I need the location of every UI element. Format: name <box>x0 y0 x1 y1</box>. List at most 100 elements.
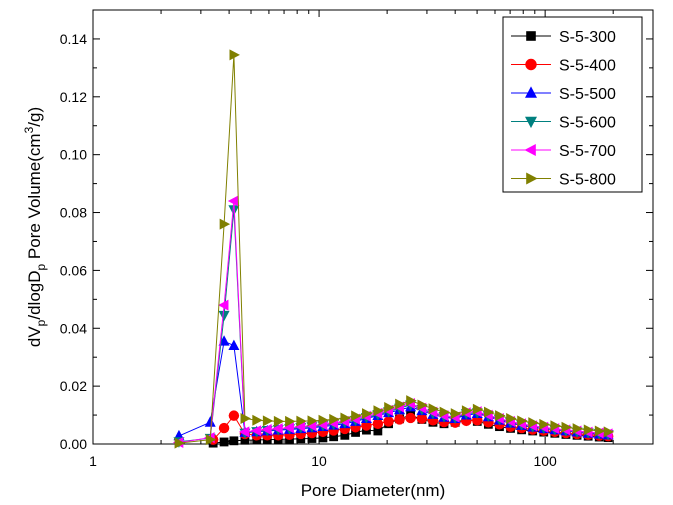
y-tick-label: 0.02 <box>60 378 87 394</box>
data-point <box>229 436 239 446</box>
data-point <box>539 418 550 430</box>
legend-frame <box>502 16 643 193</box>
data-point <box>273 415 285 427</box>
data-point <box>594 425 606 437</box>
data-point <box>238 426 250 438</box>
data-point <box>372 418 384 429</box>
y-title-part: dV <box>25 326 44 347</box>
data-point <box>373 405 384 417</box>
data-point <box>550 420 561 432</box>
data-point <box>219 218 231 230</box>
data-point <box>227 195 239 207</box>
data-point <box>506 413 517 425</box>
y-tick-label: 0.10 <box>60 147 87 163</box>
legend-marker <box>526 172 538 185</box>
y-tick-label: 0.06 <box>60 262 87 278</box>
data-point <box>219 437 229 447</box>
data-point <box>472 403 484 415</box>
data-point <box>296 415 307 427</box>
y-tick-label: 0.08 <box>60 205 87 221</box>
data-point <box>205 434 217 446</box>
legend-marker <box>525 86 537 98</box>
data-point <box>450 408 462 420</box>
data-point <box>218 299 229 311</box>
data-point <box>583 424 595 436</box>
data-point <box>384 402 395 414</box>
data-point <box>362 408 373 420</box>
data-point <box>395 398 406 410</box>
series-S-5-800 <box>174 49 615 449</box>
data-point <box>272 423 283 435</box>
legend-label: S-5-300 <box>559 29 616 46</box>
data-point <box>307 434 317 443</box>
data-point <box>517 415 528 427</box>
y-title-part: 3 <box>22 126 36 133</box>
data-point <box>218 310 230 322</box>
data-point <box>329 413 340 425</box>
y-tick-label: 0.14 <box>60 31 87 47</box>
y-title-part: /g) <box>25 107 44 127</box>
y-title-part: p <box>34 319 48 326</box>
data-point <box>603 426 615 438</box>
data-point <box>394 414 405 425</box>
legend-marker <box>525 58 537 71</box>
data-point <box>340 412 351 424</box>
data-point <box>428 403 440 415</box>
series-layer <box>172 49 615 449</box>
x-tick-label: 1 <box>89 453 97 469</box>
legend-label: S-5-600 <box>559 115 616 132</box>
data-point <box>307 415 318 427</box>
data-point <box>262 415 274 427</box>
data-point <box>283 422 294 434</box>
y-tick-label: 0.04 <box>60 320 87 336</box>
data-point <box>351 410 362 422</box>
legend-label: S-5-400 <box>559 58 616 75</box>
data-point <box>204 416 216 427</box>
data-point <box>329 432 339 442</box>
data-point <box>461 405 473 417</box>
data-point <box>373 426 383 436</box>
data-point <box>285 415 296 427</box>
x-tick-label: 100 <box>533 453 557 469</box>
plot-frame <box>92 9 654 445</box>
data-point <box>383 416 394 427</box>
data-point <box>228 339 240 351</box>
data-point <box>228 410 240 421</box>
legend-marker <box>526 31 536 41</box>
y-title-part: /dlogD <box>25 270 44 319</box>
data-point <box>483 406 495 418</box>
x-tick-label: 10 <box>311 453 327 469</box>
data-point <box>318 414 329 426</box>
legend-label: S-5-800 <box>559 172 616 189</box>
data-point <box>252 414 263 426</box>
legend-label: S-5-500 <box>559 86 616 103</box>
data-point <box>561 421 572 433</box>
data-point <box>318 433 328 443</box>
legend-label: S-5-700 <box>559 143 616 160</box>
data-point <box>439 406 451 418</box>
data-point <box>495 410 506 422</box>
data-point <box>340 430 350 440</box>
y-axis-title: dVp/dlogDp Pore Volume(cm3/g) <box>22 107 48 347</box>
legend-marker <box>524 144 536 156</box>
legend-marker <box>525 116 537 129</box>
x-axis-title: Pore Diameter(nm) <box>301 481 446 500</box>
data-point <box>417 399 428 411</box>
data-point <box>229 49 240 61</box>
legend: S-5-300 S-5-400 S-5-500 S-5-600 S-5-700 S-5-8… <box>502 16 643 193</box>
y-title-part: p <box>34 263 48 270</box>
data-point <box>218 422 230 434</box>
data-point <box>250 425 262 437</box>
data-point <box>294 421 306 433</box>
data-point <box>416 413 428 424</box>
data-point <box>405 412 416 424</box>
data-point <box>528 417 539 429</box>
data-point <box>406 395 417 407</box>
y-tick-label: 0.12 <box>60 89 87 105</box>
y-title-part: Pore Volume(cm <box>25 133 44 263</box>
data-point <box>572 423 584 435</box>
data-point <box>240 413 251 425</box>
y-tick-label: 0.00 <box>60 436 87 452</box>
y-axis-ticks: 0.00 0.02 0.04 0.06 0.08 0.10 0.12 0.14 <box>60 31 653 452</box>
